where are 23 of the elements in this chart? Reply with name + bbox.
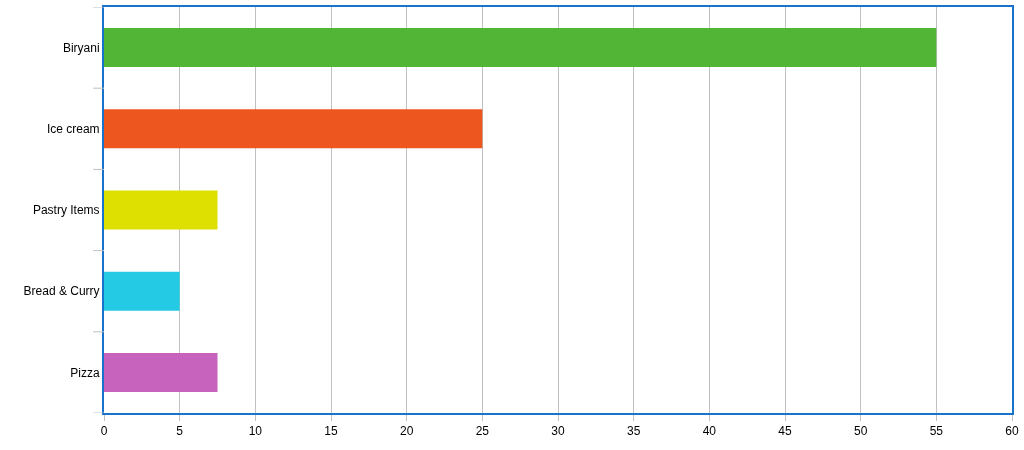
y-tick-label: Pizza [70, 365, 100, 380]
x-tick-label: 20 [399, 424, 414, 439]
x-tick-label: 0 [100, 424, 108, 439]
bar [104, 271, 180, 311]
bar [104, 190, 218, 230]
bar [104, 28, 937, 68]
y-tick-label: Biryani [62, 40, 100, 55]
x-tick-label: 45 [778, 424, 792, 439]
x-tick-label: 40 [702, 424, 717, 439]
x-tick-label: 55 [929, 424, 944, 439]
x-tick-label: 15 [324, 424, 338, 439]
y-tick-label: Ice cream [46, 122, 100, 136]
x-tick-label: 35 [626, 424, 641, 439]
y-tick-label: Bread & Curry [23, 284, 100, 299]
x-tick-label: 25 [475, 424, 490, 439]
x-tick-label: 10 [248, 424, 263, 439]
x-tick-label: 30 [551, 424, 565, 439]
bar [104, 109, 483, 149]
y-tick-label: Pastry Items [32, 203, 100, 218]
x-tick-label: 50 [853, 424, 868, 439]
x-tick-label: 60 [1005, 424, 1019, 439]
bar [104, 352, 218, 392]
x-tick-label: 5 [176, 424, 184, 439]
